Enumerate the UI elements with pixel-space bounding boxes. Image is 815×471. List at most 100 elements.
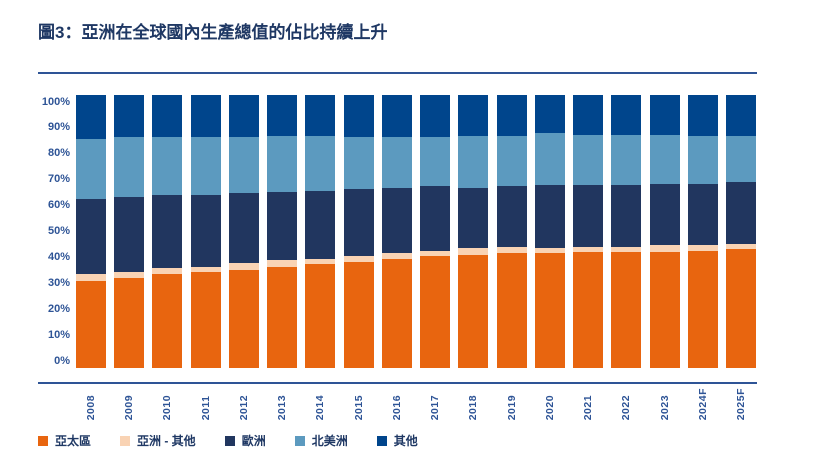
bar-segment [76,138,106,199]
bar-segment [687,183,718,246]
bar-segment [267,95,298,136]
bar-2011 [190,95,221,368]
bar-segment [649,251,680,368]
bar-segment [725,243,756,250]
x-tick: 2009 [114,388,144,420]
y-tick-label: 90% [47,121,70,134]
bar-segment [228,269,259,368]
legend-label: 其他 [393,434,418,449]
x-tick: 2023 [650,388,680,420]
y-axis: 0% 10% 20% 30% 40% 50% 60% 70% 80% 90% 100% [38,95,76,368]
x-tick-label: 2016 [390,394,403,421]
bar-segment [725,249,756,368]
bar-segment [725,95,756,136]
bar-segment [496,135,527,187]
bar-2010 [152,95,183,368]
x-tick-label: 2018 [467,394,480,421]
bar-2016 [381,95,412,368]
y-tick-label: 80% [47,147,70,160]
x-tick-label: 2011 [199,395,212,421]
bar-segment [114,277,145,368]
x-tick: 2020 [535,388,565,420]
bar-segment [305,135,336,191]
bar-segment [687,95,718,136]
bar-segment [534,185,565,248]
legend-label: 歐洲 [241,434,266,449]
bar-2014 [305,95,336,368]
bar-segment [114,197,145,273]
bar-2015 [343,95,374,368]
x-tick: 2011 [191,388,221,421]
bar-segment [611,251,642,368]
x-tick: 2024F [688,388,718,420]
bar-segment [114,272,145,278]
x-tick-label: 2023 [658,394,671,421]
bar-segment [534,95,565,134]
bar-segment [114,95,145,138]
bar-segment [534,133,565,186]
bar-segment [76,273,106,281]
bar-segment [534,253,565,368]
bar-segment [152,194,183,269]
bar-segment [343,137,374,190]
bar-segment [305,264,336,368]
bar-segment [725,135,756,183]
title-divider-rule [38,72,757,74]
bar-segment [534,247,565,254]
x-tick-label: 2025F [734,388,747,421]
bar-segment [267,191,298,261]
x-tick-label: 2008 [85,394,97,421]
bar-segment [381,258,412,368]
bar-2018 [458,95,489,368]
legend-swatch [224,435,235,446]
bar-segment [649,245,680,252]
x-tick: 2025F [726,388,756,420]
bar-segment [458,254,489,368]
x-tick-label: 2015 [352,394,365,421]
bar-segment [420,137,451,187]
bar-2013 [267,95,298,368]
bar-segment [573,246,604,252]
bar-segment [152,137,183,195]
bar-segment [152,95,183,138]
x-tick-label: 2012 [237,394,250,421]
y-tick-label: 40% [47,251,70,264]
bar-2017 [420,95,451,368]
bar-segment [649,134,680,184]
bar-segment [228,137,259,194]
bar-segment [152,273,183,368]
bar-segment [611,95,642,135]
bar-segment [458,136,489,188]
bar-segment [76,198,106,274]
x-tick: 2022 [611,388,641,420]
x-tick-label: 2010 [161,394,174,421]
bar-segment [687,250,718,368]
bar-segment [228,262,259,270]
y-tick-label: 0% [54,355,70,367]
bar-segment [649,183,680,246]
x-tick-label: 2017 [429,394,442,421]
bar-segment [611,134,642,186]
bar-segment [190,95,221,138]
bar-segment [573,134,604,186]
bar-segment [420,250,451,257]
y-tick-label: 30% [47,277,70,290]
y-tick-label: 10% [47,329,70,342]
x-tick-label: 2022 [620,394,633,421]
chart-legend: 亞太區 亞洲 - 其他 歐洲 北美洲 其他 [38,432,815,449]
bar-segment [420,186,451,251]
bar-segment [573,185,604,247]
legend-label: 亞洲 - 其他 [137,434,196,449]
x-tick: 2021 [573,388,603,420]
bar-segment [420,95,451,138]
stacked-bar-chart: 0% 10% 20% 30% 40% 50% 60% 70% 80% 90% 100% [38,95,815,368]
bar-segment [496,246,527,254]
bar-segment [496,186,527,247]
bar-segment [190,137,221,195]
bar-2022 [611,95,642,368]
legend-swatch [376,435,387,446]
bar-segment [687,135,718,184]
y-tick-label: 20% [47,303,70,316]
bar-segment [114,137,145,198]
